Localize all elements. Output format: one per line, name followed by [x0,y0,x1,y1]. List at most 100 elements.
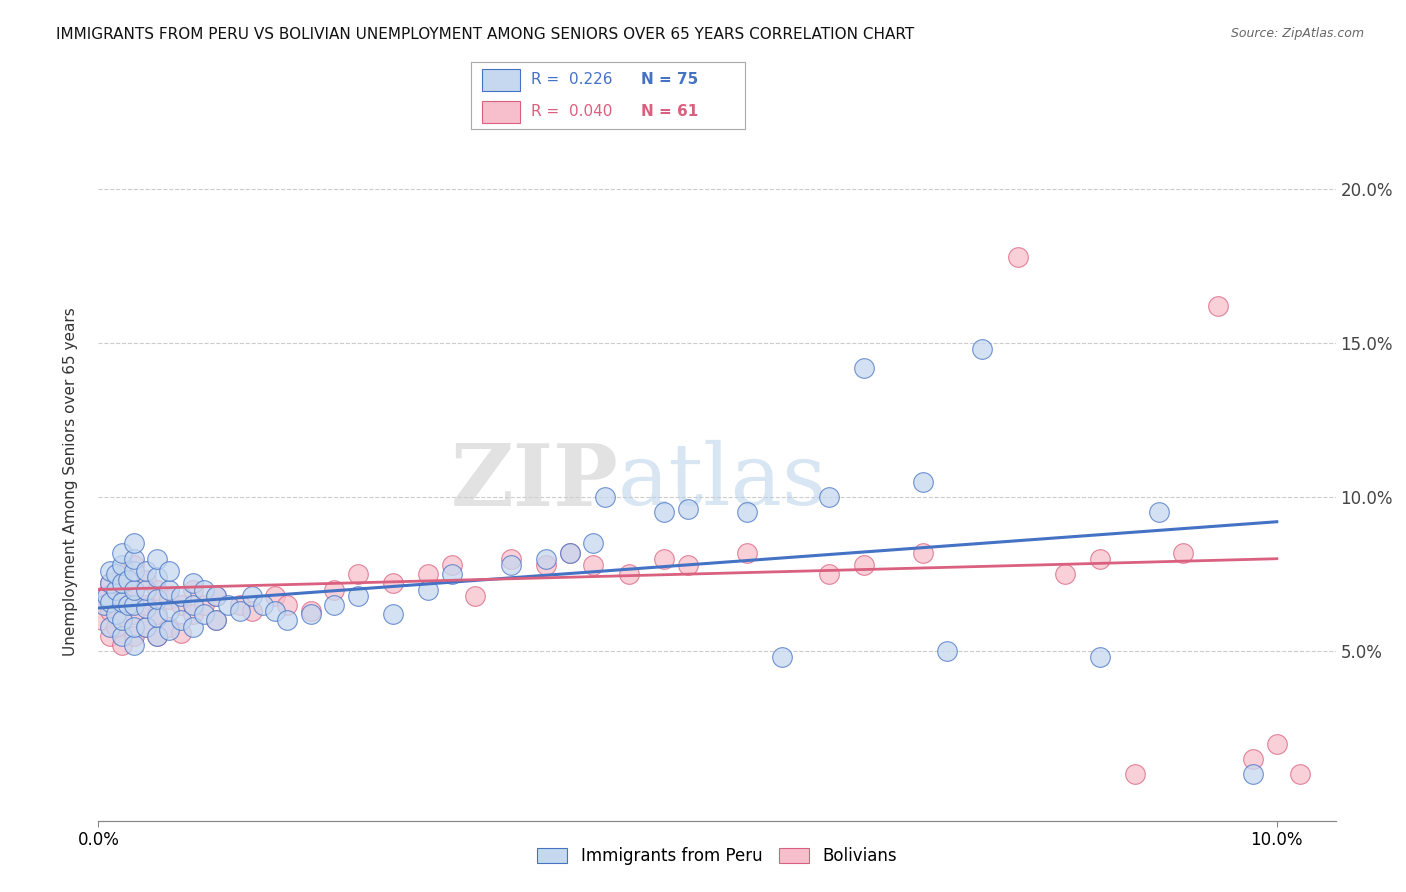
Point [252,598,274,612]
Point [346,567,368,582]
Point [464,589,486,603]
Point [205,613,228,627]
Point [122,558,145,572]
Text: Source: ZipAtlas.com: Source: ZipAtlas.com [1230,27,1364,40]
Point [122,619,145,633]
Point [1241,752,1264,766]
Point [853,558,876,572]
Point [217,598,239,612]
Point [652,506,675,520]
Point [582,558,605,572]
Point [1265,737,1288,751]
Point [534,551,557,566]
Point [157,582,180,597]
Point [98,619,121,633]
Point [135,619,157,633]
Point [853,360,876,375]
Point [157,591,180,606]
Point [323,582,346,597]
Point [111,589,134,603]
Y-axis label: Unemployment Among Seniors over 65 years: Unemployment Among Seniors over 65 years [63,308,77,656]
Point [98,576,121,591]
Point [105,591,128,606]
Point [1088,551,1111,566]
Point [1289,767,1312,781]
Point [770,650,793,665]
Point [93,598,115,612]
Point [111,567,134,582]
Bar [482,102,520,123]
Point [418,582,440,597]
Point [170,598,193,612]
Point [157,604,180,618]
Point [193,607,215,622]
Point [146,610,169,624]
Point [122,551,145,566]
Point [276,613,298,627]
Point [135,598,157,612]
Point [1147,506,1170,520]
Point [418,567,440,582]
Point [122,536,145,550]
Point [1007,250,1029,264]
Point [1206,299,1229,313]
Point [170,613,193,627]
Point [1125,767,1147,781]
Point [1088,650,1111,665]
Point [205,589,228,603]
Point [229,598,252,612]
Text: IMMIGRANTS FROM PERU VS BOLIVIAN UNEMPLOYMENT AMONG SENIORS OVER 65 YEARS CORREL: IMMIGRANTS FROM PERU VS BOLIVIAN UNEMPLO… [56,27,914,42]
Point [105,607,128,622]
Text: atlas: atlas [619,440,827,524]
Point [499,551,522,566]
Point [440,558,463,572]
Point [382,576,405,591]
Point [264,589,287,603]
Point [676,558,699,572]
Point [111,545,134,559]
Point [240,589,263,603]
Point [111,558,134,572]
Point [135,574,157,588]
Point [735,506,758,520]
Point [818,490,841,504]
Point [818,567,841,582]
Point [193,598,215,612]
Point [105,619,128,633]
Point [146,551,169,566]
Point [122,598,145,612]
Point [676,502,699,516]
Point [122,638,145,652]
Point [98,576,121,591]
Point [122,582,145,597]
Legend: Immigrants from Peru, Bolivians: Immigrants from Peru, Bolivians [529,838,905,873]
Point [229,604,252,618]
Point [170,625,193,640]
Point [499,558,522,572]
Text: ZIP: ZIP [450,440,619,524]
Point [135,582,157,597]
Point [111,595,134,609]
Point [91,613,114,627]
Text: N = 61: N = 61 [641,104,699,120]
Point [240,604,263,618]
Point [157,623,180,637]
Point [558,545,581,559]
Point [735,545,758,559]
Text: N = 75: N = 75 [641,72,699,87]
Bar [482,70,520,91]
Point [181,582,204,597]
Point [98,564,121,578]
Point [157,564,180,578]
Point [98,595,121,609]
Point [193,582,215,597]
Point [146,570,169,584]
Point [912,545,935,559]
Point [146,629,169,643]
Point [181,607,204,622]
Point [98,629,121,643]
Point [440,567,463,582]
Point [346,589,368,603]
Point [122,607,145,622]
Point [157,619,180,633]
